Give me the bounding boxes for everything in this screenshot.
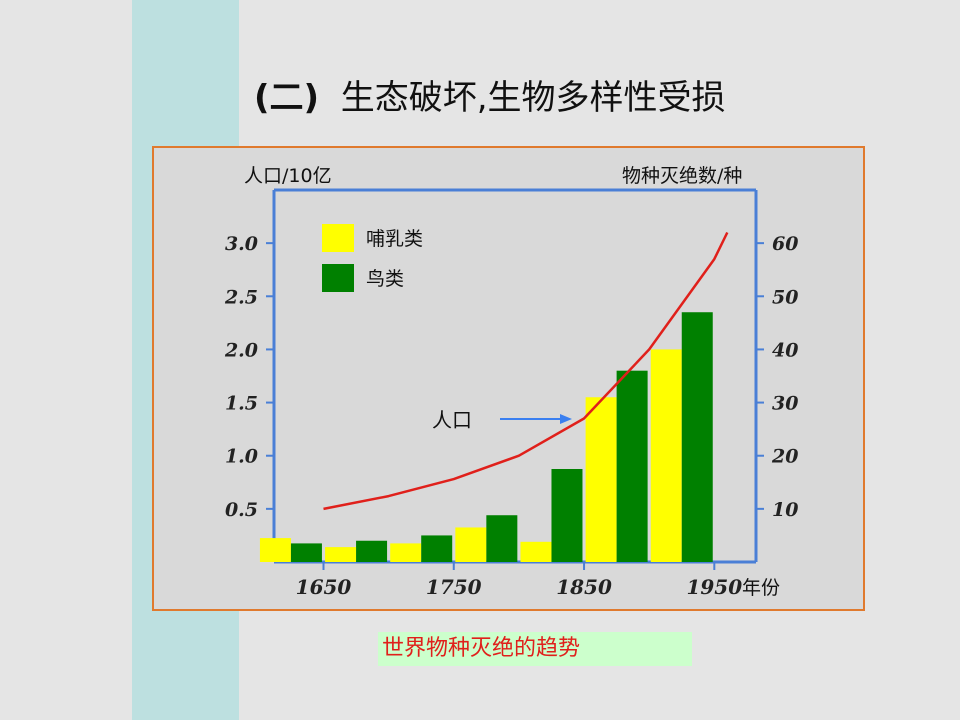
bar-birds (356, 540, 388, 562)
y-right-tick-label: 50 (772, 286, 798, 308)
bar-birds (290, 543, 322, 562)
population-curve-line (323, 231, 729, 511)
y-right-axis-title: 物种灭绝数/种 (622, 165, 742, 187)
chart-caption: 世界物种灭绝的趋势 (378, 632, 692, 666)
legend-swatch-mammals (322, 224, 354, 252)
bar-mammals (325, 547, 357, 562)
legend-label-mammals: 哺乳类 (366, 228, 423, 250)
population-annotation-label: 人口 (432, 408, 472, 432)
axis-ticks: 0.5 1.0 1.5 2.0 2.5 3.0 10 20 30 40 50 60 1650 1750 18… (224, 233, 799, 599)
y-left-tick-label: 0.5 (225, 499, 258, 521)
bar-mammals (455, 527, 487, 562)
population-curve-group (323, 231, 729, 511)
legend-swatch-birds (322, 264, 354, 292)
x-axis-unit-label: 年份 (742, 577, 780, 599)
bar-mammals (390, 543, 422, 562)
y-left-axis-title: 人口/10亿 (244, 165, 332, 187)
bar-birds (681, 312, 713, 562)
y-right-tick-label: 20 (771, 446, 798, 468)
y-left-tick-label: 2.0 (224, 339, 258, 361)
y-left-tick-label: 1.0 (225, 446, 258, 468)
bar-mammals (585, 397, 617, 562)
extinction-chart: 人口/10亿 物种灭绝数/种 年份 0.5 1.0 1.5 2.0 2.5 3.0 10 20… (224, 165, 799, 599)
y-right-tick-label: 10 (772, 499, 798, 521)
bar-birds (486, 515, 518, 562)
y-right-tick-label: 40 (772, 339, 798, 361)
y-left-tick-label: 2.5 (224, 286, 258, 308)
slide-title: (二) 生态破坏,生物多样性受损 (254, 70, 726, 119)
bar-birds (421, 535, 453, 562)
legend-label-birds: 鸟类 (366, 268, 404, 290)
bar-mammals (520, 541, 552, 562)
bar-birds (551, 469, 583, 562)
x-tick-label: 1850 (556, 575, 612, 599)
y-left-tick-label: 3.0 (225, 233, 258, 255)
x-tick-label: 1650 (296, 575, 352, 599)
bar-mammals (259, 538, 291, 562)
y-right-tick-label: 30 (772, 393, 798, 415)
title-section-number: (二) (254, 78, 320, 118)
bar-birds (616, 370, 648, 562)
x-tick-label: 1950 (686, 575, 742, 599)
annotation-arrow-head (560, 414, 572, 424)
bars-group (259, 312, 713, 562)
chart-frame: 人口/10亿 物种灭绝数/种 年份 0.5 1.0 1.5 2.0 2.5 3.0 10 20… (152, 146, 865, 611)
y-right-tick-label: 60 (772, 233, 798, 255)
title-text: 生态破坏,生物多样性受损 (340, 78, 726, 118)
bar-mammals (650, 349, 682, 562)
x-tick-label: 1750 (426, 575, 482, 599)
y-left-tick-label: 1.5 (225, 393, 258, 415)
